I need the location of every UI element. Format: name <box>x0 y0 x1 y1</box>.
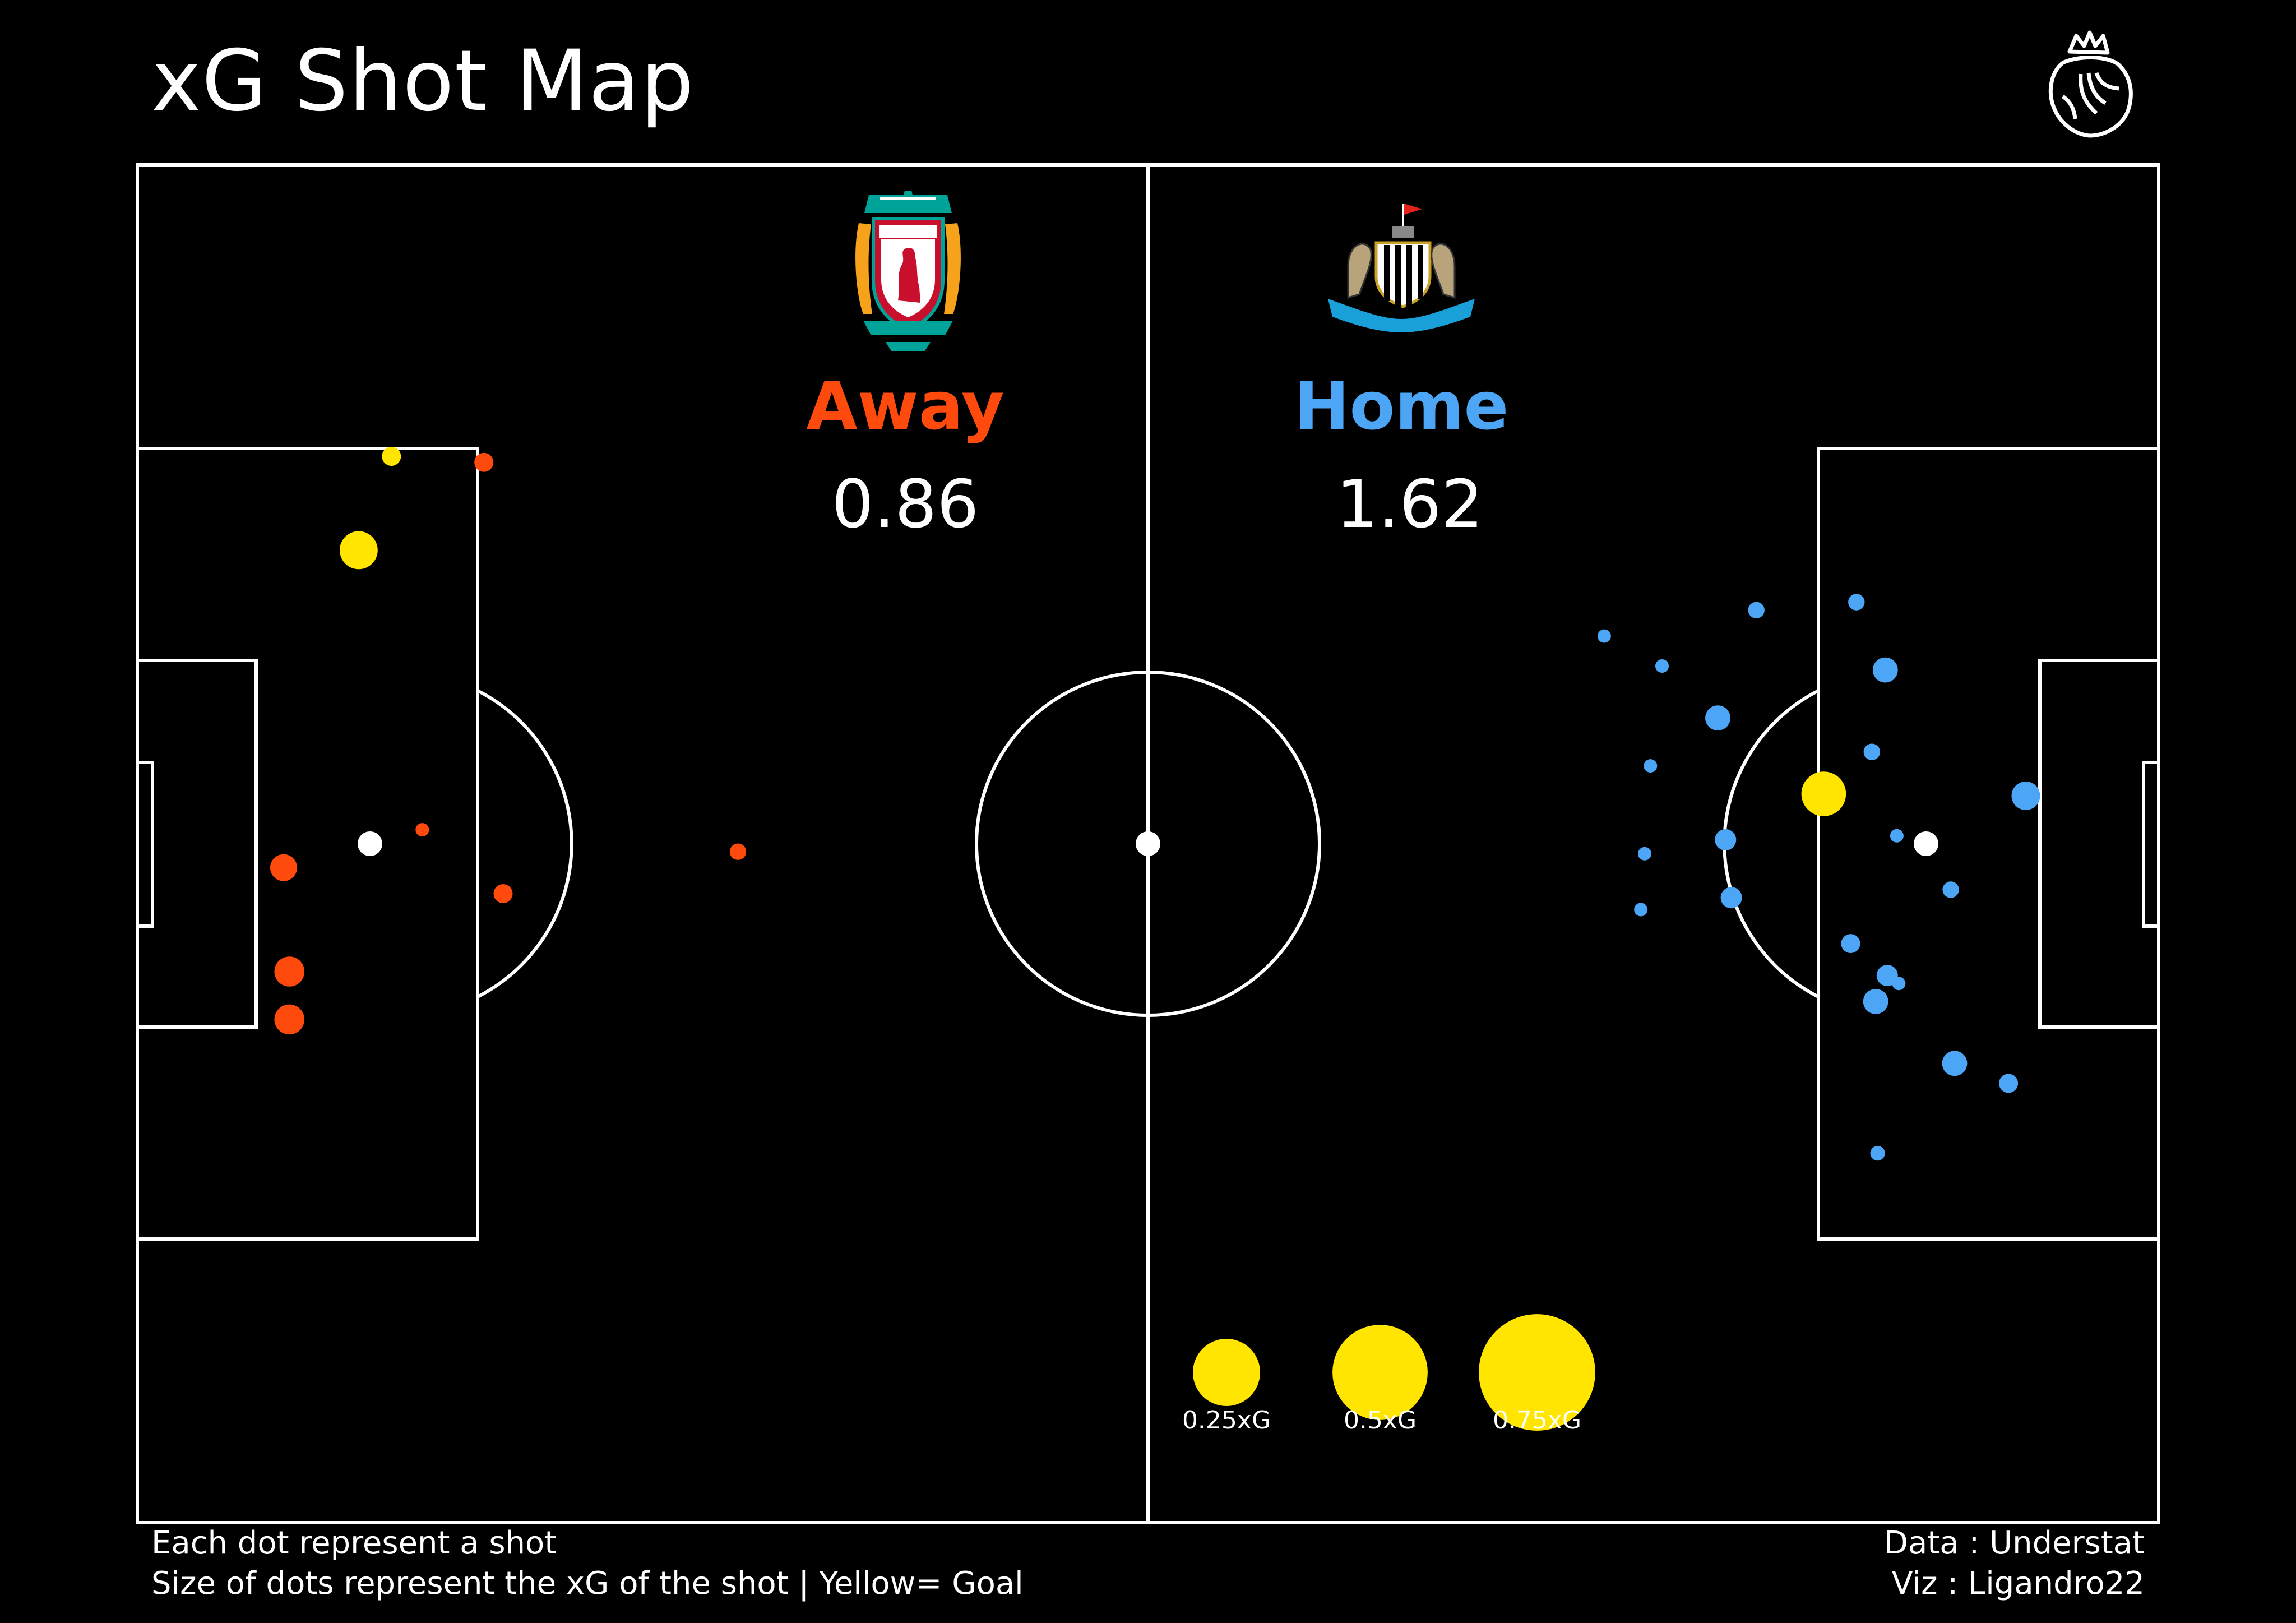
viz-credit: Viz : Ligandro22 <box>1891 1565 2145 1602</box>
left-penalty-arc <box>476 689 573 998</box>
home-shot-point <box>1848 594 1865 611</box>
home-shot-point <box>1655 659 1669 673</box>
away-team-label: Away <box>806 367 1004 445</box>
centre-circle <box>975 671 1321 1017</box>
home-shot-point <box>1863 743 1880 760</box>
home-xg-total: 1.62 <box>1336 465 1484 543</box>
away-shot-point <box>270 854 297 881</box>
home-shot-point <box>1715 829 1737 850</box>
away-shot-point <box>274 1004 305 1035</box>
away-shot-point <box>340 531 378 570</box>
home-team-label: Home <box>1294 367 1509 445</box>
legend-size-marker <box>1193 1339 1260 1406</box>
home-shot-point <box>1942 881 1959 898</box>
legend-label: 0.75xG <box>1492 1406 1582 1435</box>
home-shot-point <box>1705 705 1730 730</box>
right-penalty-arc <box>1723 689 1820 998</box>
away-xg-total: 0.86 <box>831 465 979 543</box>
home-shot-point <box>2011 782 2040 810</box>
away-shot-point <box>274 956 305 987</box>
home-shot-point <box>1870 1146 1885 1161</box>
home-shot-point <box>1999 1074 2019 1093</box>
footnote-line-2: Size of dots represent the xG of the sho… <box>151 1565 1024 1602</box>
away-shot-point <box>382 447 401 466</box>
premier-league-lion-icon <box>2048 30 2133 138</box>
legend-size-marker <box>1332 1325 1428 1420</box>
home-shot-point <box>1720 887 1742 909</box>
left-penalty-area <box>136 447 479 1241</box>
right-six-yard-box <box>2038 659 2160 1029</box>
home-shot-point <box>1638 847 1651 861</box>
centre-spot <box>1136 831 1160 856</box>
home-shot-point <box>1644 759 1658 773</box>
legend <box>1193 1314 1595 1431</box>
home-shot-point <box>1872 657 1898 683</box>
liverpool-crest-icon <box>855 191 961 351</box>
right-penalty-spot <box>1914 831 1938 856</box>
away-shot-point <box>474 452 494 472</box>
home-shot-point <box>1634 903 1648 917</box>
left-penalty-spot <box>358 831 382 856</box>
home-shot-point <box>1876 965 1898 987</box>
legend-size-marker <box>1479 1314 1595 1431</box>
left-six-yard-box <box>136 659 258 1029</box>
away-shot-point <box>729 843 747 860</box>
shots-layer <box>270 447 2040 1161</box>
away-shot-point <box>415 823 429 837</box>
legend-label: 0.5xG <box>1343 1406 1417 1435</box>
home-shot-point <box>1892 977 1906 991</box>
left-goal <box>136 761 154 928</box>
right-penalty-area <box>1817 447 2160 1241</box>
away-shot-point <box>493 884 513 903</box>
home-shot-point <box>1597 629 1611 643</box>
home-shot-point <box>1863 989 1888 1014</box>
home-shot-point <box>1942 1051 1968 1076</box>
page-title: xG Shot Map <box>151 33 695 130</box>
home-shot-point <box>1841 934 1860 954</box>
home-shot-point <box>1748 602 1765 619</box>
right-goal <box>2142 761 2160 928</box>
data-source: Data : Understat <box>1883 1525 2145 1561</box>
newcastle-crest-icon <box>1328 204 1475 332</box>
legend-label: 0.25xG <box>1182 1406 1271 1435</box>
footnote-line-1: Each dot represent a shot <box>151 1525 557 1561</box>
home-shot-point <box>1801 771 1846 816</box>
home-shot-point <box>1890 829 1904 843</box>
